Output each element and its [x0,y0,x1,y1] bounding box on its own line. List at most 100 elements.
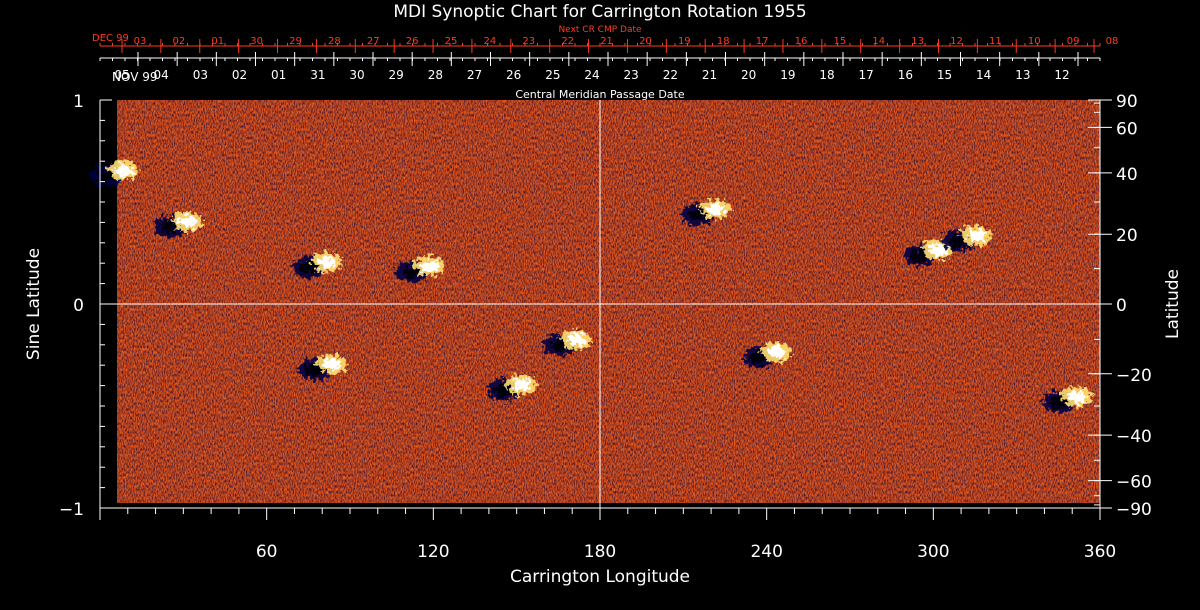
red-axis-tick-label: 25 [445,36,458,47]
red-axis-tick-label: 09 [1067,36,1080,47]
active-region [298,354,348,381]
red-axis-tick-label: 17 [756,36,769,47]
red-axis-tick-label: 24 [484,36,497,47]
red-axis-tick-label: 29 [289,36,302,47]
negative-polarity-core [688,209,705,222]
active-region [942,225,992,252]
red-axis-tick-label: 19 [678,36,691,47]
white-axis-tick-label: 24 [584,68,599,82]
red-axis-tick-label: 16 [795,36,808,47]
bottom-axis-tick-label: 120 [417,542,449,562]
white-axis-tick-label: 22 [663,68,678,82]
white-axis-tick-label: 31 [310,68,325,82]
red-axis-tick-label: 14 [872,36,885,47]
white-axis-tick-label: 19 [780,68,795,82]
y-axis-label-left: Sine Latitude [24,248,44,360]
positive-polarity-core [323,358,342,371]
white-axis-month-label: NOV 99 [112,70,158,84]
right-axis-tick-label: −40 [1116,427,1152,447]
active-region [1042,386,1092,413]
gridlines [100,100,1100,508]
right-axis-tick-label: 20 [1116,226,1138,246]
red-axis-tick-label: 15 [833,36,846,47]
right-axis-tick-label: 0 [1116,296,1127,316]
white-date-axis: 05 04 03 02 01 31 30 29 28 27 26 25 24 23 22 21 20 19 18 17… [99,52,1101,82]
red-axis-month-label: DEC 99 [92,33,129,44]
white-axis-tick-label: 18 [819,68,834,82]
left-axis-tick-label: 1 [73,92,84,112]
left-axis: 1 0 −1 [59,92,112,520]
red-axis-tick-label: 27 [367,36,380,47]
red-axis-tick-label: 12 [950,36,963,47]
negative-polarity-core [949,235,966,248]
left-axis-tick-label: 0 [73,296,84,316]
white-axis-tick-label: 15 [937,68,952,82]
negative-polarity-core [749,352,766,364]
active-region [681,199,731,226]
positive-polarity-core [512,378,531,391]
right-axis-tick-label: −60 [1116,473,1152,493]
positive-polarity-core [928,244,947,256]
red-axis-tick-label: 18 [717,36,730,47]
white-axis-tick-label: 13 [1015,68,1030,82]
chart-title: MDI Synoptic Chart for Carrington Rotati… [393,2,806,22]
white-axis-tick-label: 26 [506,68,521,82]
white-axis-tick-label: 25 [545,68,560,82]
red-axis-tick-label: 30 [250,36,263,47]
red-axis-title: Next CR CMP Date [558,25,642,35]
positive-polarity-core [967,229,986,242]
active-region [153,211,203,238]
red-axis-tick-label: 13 [911,36,924,47]
negative-polarity-core [305,364,322,377]
white-axis-tick-label: 05 [114,68,129,82]
active-region [542,329,592,356]
active-region [742,342,792,368]
magnetogram-texture-light [117,100,1100,503]
x-axis-label: Carrington Longitude [510,567,690,587]
positive-polarity-core [1067,390,1086,403]
right-axis: 90 60 40 20 0 −20 −40 −60 −90 [1088,92,1152,520]
bottom-axis-tick-label: 360 [1084,542,1116,562]
active-regions [89,160,1092,413]
right-axis-tick-label: 90 [1116,92,1138,112]
white-axis-tick-label: 30 [349,68,364,82]
positive-polarity-core [567,333,586,346]
red-axis-tick-label: 21 [600,36,613,47]
negative-polarity-core [402,266,419,279]
left-axis-tick-label: −1 [59,500,84,520]
white-axis-tick-label: 20 [741,68,756,82]
white-axis-tick-label: 12 [1054,68,1069,82]
red-axis-tick-label: 01 [211,36,224,47]
bottom-axis-tick-label: 240 [750,542,782,562]
white-axis-tick-label: 21 [702,68,717,82]
red-axis-tick-label: 22 [561,36,574,47]
y-axis-label-right: Latitude [1163,269,1183,339]
bottom-axis-tick-label: 180 [584,542,616,562]
red-axis-tick-label: 20 [639,36,652,47]
positive-polarity-core [317,256,336,269]
negative-polarity-core [299,262,316,275]
active-region [395,256,445,283]
negative-polarity-core [910,250,927,262]
white-axis-tick-label: 04 [154,68,169,82]
red-axis-tick-label: 26 [406,36,419,47]
white-axis-tick-label: 16 [898,68,913,82]
white-axis-title: Central Meridian Passage Date [515,88,684,101]
right-axis-tick-label: 40 [1116,165,1138,185]
white-axis-tick-label: 17 [859,68,874,82]
negative-polarity-core [96,170,113,183]
right-axis-tick-label: 60 [1116,119,1138,139]
red-axis-tick-label: 08 [1106,36,1119,47]
white-axis-tick-label: 28 [428,68,443,82]
red-axis-tick-label: 11 [989,36,1002,47]
active-region [292,252,342,279]
bottom-axis: 60 120 180 240 300 360 [99,507,1116,562]
negative-polarity-core [549,339,566,352]
right-axis-tick-label: −90 [1116,500,1152,520]
positive-polarity-core [420,260,439,273]
active-region [487,374,537,401]
magnetogram-plot [89,100,1100,508]
negative-polarity-core [160,221,177,234]
red-date-axis: 03 02 01 30 29 28 27 26 25 24 23 22 21 20 19 18 17 16 15 14… [99,36,1119,53]
